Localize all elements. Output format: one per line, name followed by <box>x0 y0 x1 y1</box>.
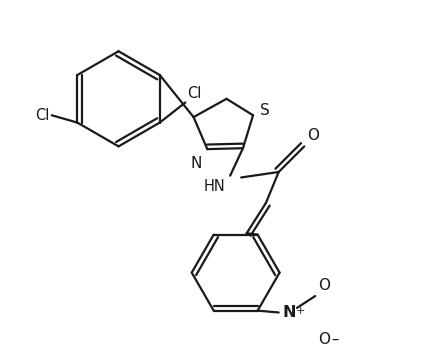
Text: HN: HN <box>204 179 226 194</box>
Text: O: O <box>318 332 330 344</box>
Text: N: N <box>190 157 202 171</box>
Text: N: N <box>283 305 296 320</box>
Text: Cl: Cl <box>187 86 202 101</box>
Text: O: O <box>318 278 330 293</box>
Text: S: S <box>260 103 270 118</box>
Text: +: + <box>296 306 305 316</box>
Text: O: O <box>307 128 319 143</box>
Text: –: – <box>332 332 339 344</box>
Text: Cl: Cl <box>35 108 50 123</box>
